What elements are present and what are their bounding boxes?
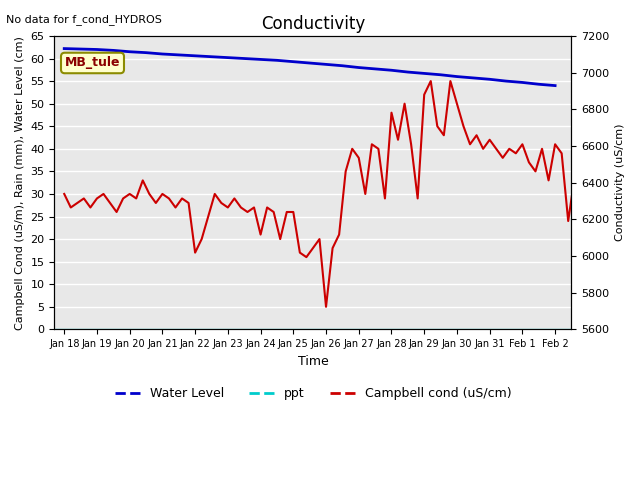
Water Level bbox=[175, 52, 182, 58]
Water Level bbox=[322, 61, 330, 67]
Campbell cond (uS/cm) bbox=[60, 191, 68, 197]
Y-axis label: Conductivity (uS/cm): Conductivity (uS/cm) bbox=[615, 124, 625, 241]
Water Level bbox=[388, 67, 396, 73]
Water Level bbox=[109, 48, 117, 53]
Water Level bbox=[502, 78, 510, 84]
Water Level bbox=[551, 83, 559, 88]
Water Level bbox=[436, 72, 444, 78]
X-axis label: Time: Time bbox=[298, 355, 328, 368]
Water Level bbox=[486, 76, 493, 82]
Water Level bbox=[60, 46, 68, 51]
Water Level bbox=[371, 66, 379, 72]
Water Level bbox=[470, 75, 477, 81]
Water Level bbox=[339, 63, 346, 69]
Legend: Water Level, ppt, Campbell cond (uS/cm): Water Level, ppt, Campbell cond (uS/cm) bbox=[109, 382, 516, 405]
Campbell cond (uS/cm) bbox=[270, 209, 278, 215]
Water Level bbox=[77, 46, 84, 52]
Water Level bbox=[306, 60, 314, 66]
Campbell cond (uS/cm) bbox=[185, 200, 193, 206]
Text: MB_tule: MB_tule bbox=[65, 57, 120, 70]
Campbell cond (uS/cm) bbox=[263, 204, 271, 210]
Water Level bbox=[535, 82, 543, 87]
Line: Water Level: Water Level bbox=[64, 48, 555, 85]
Water Level bbox=[355, 65, 363, 71]
Water Level bbox=[289, 59, 297, 64]
Water Level bbox=[93, 47, 100, 52]
Water Level bbox=[241, 56, 248, 61]
Text: No data for f_cond_HYDROS: No data for f_cond_HYDROS bbox=[6, 14, 163, 25]
Water Level bbox=[159, 51, 166, 57]
Water Level bbox=[273, 58, 281, 63]
Water Level bbox=[207, 54, 215, 60]
Water Level bbox=[224, 55, 232, 60]
Water Level bbox=[404, 69, 412, 75]
Water Level bbox=[142, 50, 150, 56]
Water Level bbox=[257, 57, 264, 62]
Campbell cond (uS/cm) bbox=[362, 191, 369, 197]
Line: Campbell cond (uS/cm): Campbell cond (uS/cm) bbox=[64, 81, 575, 307]
Y-axis label: Campbell Cond (uS/m), Rain (mm), Water Level (cm): Campbell Cond (uS/m), Rain (mm), Water L… bbox=[15, 36, 25, 330]
Water Level bbox=[420, 71, 428, 76]
Water Level bbox=[518, 80, 526, 85]
Water Level bbox=[453, 74, 461, 80]
Campbell cond (uS/cm) bbox=[447, 78, 454, 84]
Water Level bbox=[126, 49, 134, 55]
Water Level bbox=[191, 53, 199, 59]
Campbell cond (uS/cm) bbox=[322, 304, 330, 310]
Campbell cond (uS/cm) bbox=[427, 78, 435, 84]
Title: Conductivity: Conductivity bbox=[261, 15, 365, 33]
Campbell cond (uS/cm) bbox=[198, 236, 205, 242]
Campbell cond (uS/cm) bbox=[571, 173, 579, 179]
